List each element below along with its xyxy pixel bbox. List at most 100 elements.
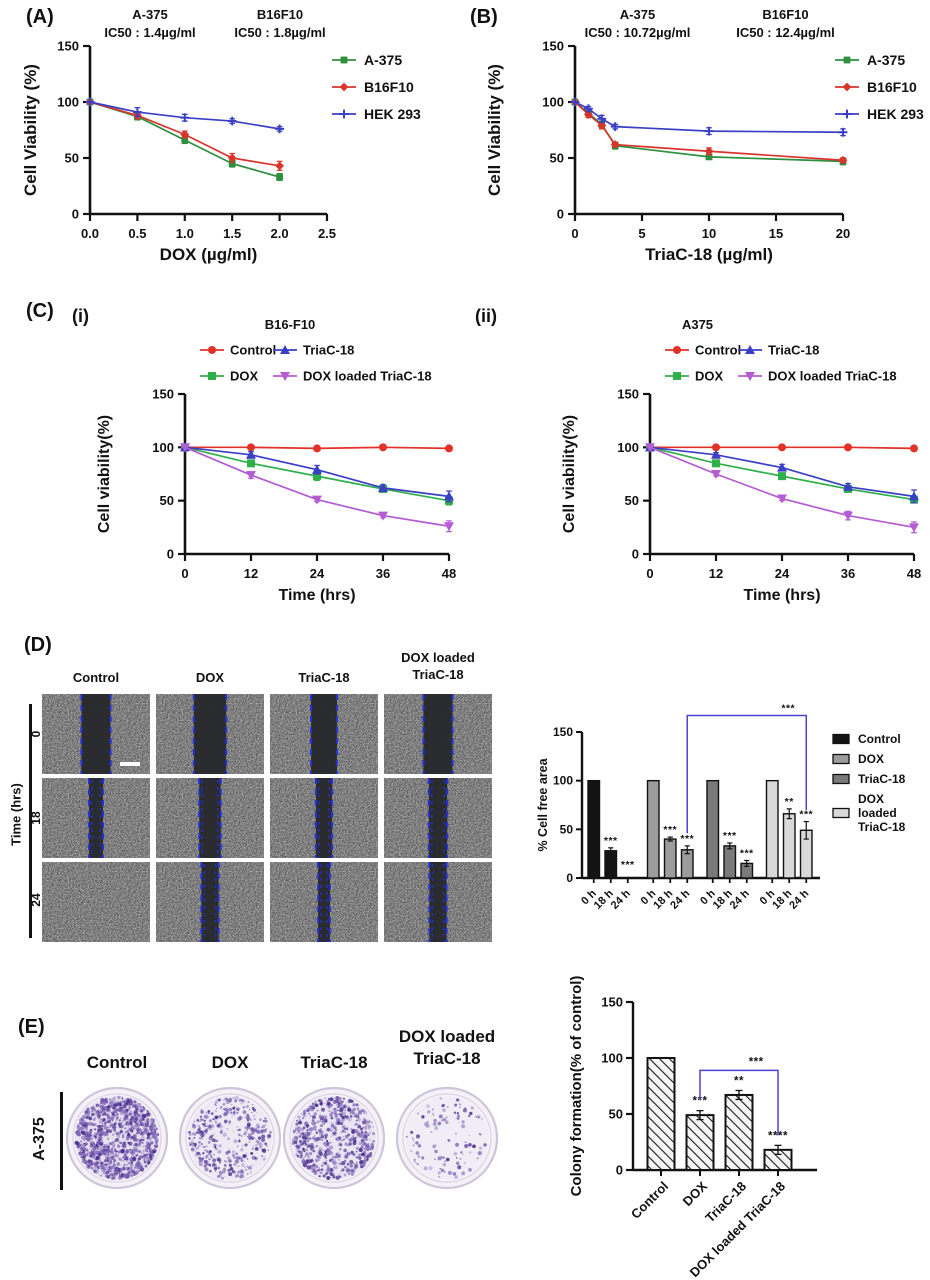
legend-label: DOX <box>695 369 724 384</box>
panel-e-row-label-a375: A-375 <box>31 1117 48 1161</box>
scratch-gap <box>428 778 448 858</box>
significance-stars: *** <box>621 859 635 871</box>
marker-diamond <box>610 140 620 149</box>
significance-stars: ** <box>785 796 795 808</box>
scratch-gap <box>201 862 219 942</box>
significance-bracket <box>699 1069 779 1136</box>
x-tick-label: 24 h <box>728 887 752 911</box>
wound-image-24h-col0 <box>42 862 150 942</box>
wound-image-0h-col2 <box>270 694 378 774</box>
x-tick-label: 0.0 <box>81 226 99 241</box>
marker-diamond <box>842 82 852 92</box>
marker-diamond <box>704 146 714 156</box>
plot-chartE: 0 50 100 150 Colony formation(% of control) C… <box>568 976 817 1280</box>
y-tick-label: 0 <box>632 547 639 562</box>
legend-label: TriaC-18 <box>768 343 819 358</box>
panel-d-header-dox-loaded-line2: TriaC-18 <box>412 666 464 682</box>
y-axis-label: Cell Viability (%) <box>21 64 40 196</box>
wound-image-18h-col2 <box>270 778 378 858</box>
series-b16f10 <box>85 97 284 171</box>
panel-c-ii-label: (ii) <box>475 306 497 326</box>
panel-e-header-control: Control <box>86 1053 148 1072</box>
legend-label: loaded <box>858 806 897 820</box>
scale-bar <box>120 762 140 766</box>
marker-circle <box>910 444 918 453</box>
legend-label: B16F10 <box>867 79 917 95</box>
bar-dox-0h <box>646 779 660 879</box>
panel-a-title-b16f10: B16F10 IC50 : 1.8µg/ml <box>215 6 345 42</box>
panel-c-ii-title: A375 <box>681 317 714 332</box>
marker-triangle <box>312 464 322 474</box>
y-axis-label: Cell viability(%) <box>561 415 578 533</box>
marker-square <box>313 472 321 481</box>
legend: Control TriaC-18 DOX DOX loaded TriaC-18 <box>665 343 897 384</box>
y-tick-label: 100 <box>601 1051 623 1066</box>
y-axis-label: % Cell free area <box>536 757 550 851</box>
y-tick-label: 100 <box>617 440 639 455</box>
significance-stars: ** <box>734 1075 744 1087</box>
wound-image-18h-col3 <box>384 778 492 858</box>
marker-diamond <box>838 155 848 165</box>
significance-stars: *** <box>799 809 813 821</box>
legend-label: DOX loaded TriaC-18 <box>768 369 897 384</box>
series-line <box>184 446 450 528</box>
y-tick-label: 0 <box>557 207 564 222</box>
x-tick-label: 1.5 <box>223 226 241 241</box>
marker-square <box>712 459 720 468</box>
x-tick-label: 24 <box>310 566 325 581</box>
panel-d-time-axis-label: Time (hrs) <box>8 783 24 846</box>
marker-circle <box>844 443 852 452</box>
y-tick-label: 50 <box>550 151 564 166</box>
series-a-375 <box>86 98 283 182</box>
marker-square <box>778 472 786 481</box>
marker-circle <box>673 346 681 354</box>
bar-triac-18-18h <box>723 845 737 879</box>
marker-circle <box>313 444 321 453</box>
legend-swatch <box>832 807 850 819</box>
scratch-gap <box>315 778 333 858</box>
marker-triangle-down <box>645 443 655 453</box>
panel-a-title-b16f10-ic50: IC50 : 1.8µg/ml <box>234 25 326 41</box>
legend-label: TriaC-18 <box>303 343 354 358</box>
panel-a-label: (A) <box>26 6 54 28</box>
x-tick-label: 48 <box>442 566 456 581</box>
marker-triangle <box>280 345 290 354</box>
panel-e-bar-chart: 0 50 100 150 Colony formation(% of control) C… <box>568 976 817 1280</box>
marker-triangle <box>711 449 721 459</box>
significance-stars: *** <box>740 847 754 859</box>
series-triac-18 <box>645 442 919 504</box>
legend: A-375 B16F10 HEK 293 <box>332 52 421 122</box>
marker-triangle-down <box>180 443 190 453</box>
panel-a-title-a375: A-375 IC50 : 1.4µg/ml <box>90 6 210 42</box>
panel-d-row-label-0h: 0 <box>29 730 43 738</box>
y-tick-label: 50 <box>625 493 639 508</box>
panel-a-title-b16f10-name: B16F10 <box>256 7 304 22</box>
y-tick-label: 0 <box>616 1163 623 1178</box>
bar-triac-18 <box>724 1093 754 1172</box>
scratch-gap <box>318 862 330 942</box>
y-tick-label: 100 <box>553 774 573 788</box>
plot-chartCi: 0 50 100 150 0 12 24 36 48 Time (hrs) Cell viabili… <box>96 343 456 605</box>
significance-stars: *** <box>723 830 737 842</box>
series-dox-loaded-triac-18 <box>180 443 454 533</box>
series-line <box>574 101 844 134</box>
marker-triangle-down <box>246 471 256 481</box>
panel-e-header-dox-loaded-line1: DOX loaded <box>398 1027 496 1046</box>
y-tick-label: 100 <box>542 95 564 110</box>
y-tick-label: 50 <box>65 151 79 166</box>
panel-a-title-a375-name: A-375 <box>132 7 168 22</box>
panel-b-title-a375-ic50: IC50 : 10.72µg/ml <box>584 25 691 41</box>
panel-d-header-dox-loaded-line1: DOX loaded <box>401 650 475 665</box>
legend: Control TriaC-18 DOX DOX loaded TriaC-18 <box>200 343 432 384</box>
bar-triac-18-0h <box>706 779 720 879</box>
panel-c-i-line-chart: 0 50 100 150 0 12 24 36 48 Time (hrs) Cell viabili… <box>96 343 456 605</box>
plot-chartA: 0 50 100 150 0.0 0.5 1.0 1.5 2.0 2.5 DOX (µg/ml) Ce… <box>21 39 421 265</box>
x-tick-label: 0.5 <box>128 226 146 241</box>
marker-square <box>843 56 851 64</box>
bar-control-18h <box>604 850 618 879</box>
y-tick-label: 150 <box>553 725 573 739</box>
panel-d-header-control: Control <box>72 670 120 685</box>
y-tick-label: 150 <box>57 39 79 54</box>
marker-square <box>181 136 189 144</box>
